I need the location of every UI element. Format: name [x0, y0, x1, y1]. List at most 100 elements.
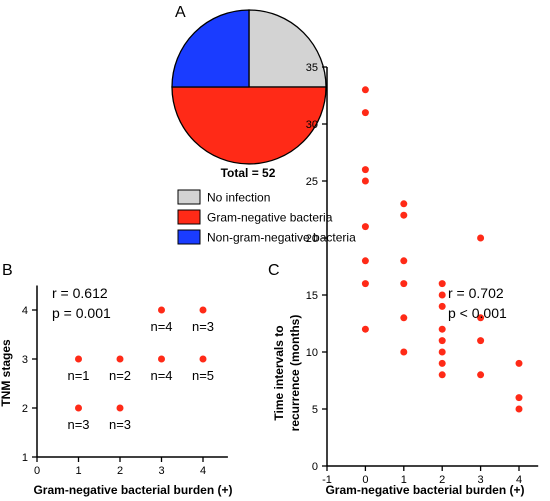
data-point-label: n=2: [109, 368, 131, 383]
y-tick-label: 25: [306, 176, 318, 188]
y-tick-label: 20: [306, 233, 318, 245]
data-point-label: n=4: [150, 319, 172, 334]
data-point: [438, 371, 446, 379]
data-point: [116, 404, 124, 412]
pie-total-label: Total = 52: [221, 166, 276, 180]
x-tick-label: 2: [117, 465, 123, 477]
pie-legend: No infection Gram-negative bacteria Non-gr…: [177, 189, 356, 245]
data-point: [75, 355, 82, 363]
data-point: [438, 280, 446, 288]
data-point: [158, 355, 165, 363]
data-point: [199, 355, 207, 363]
x-tick-label: 4: [200, 465, 206, 477]
data-point: [438, 325, 446, 333]
y-tick-label: 0: [312, 461, 318, 473]
data-point: [361, 325, 369, 333]
data-point: [361, 280, 369, 288]
x-tick-label: 3: [478, 474, 484, 486]
legend-label: No infection: [207, 191, 270, 205]
data-point: [477, 371, 485, 379]
x-tick-label: 0: [362, 474, 368, 486]
data-point: [361, 223, 369, 231]
data-point: [199, 306, 207, 314]
x-tick-label: -1: [322, 474, 332, 486]
legend-swatch: [177, 229, 201, 245]
x-tick-label: 2: [439, 474, 445, 486]
data-point: [400, 211, 408, 219]
x-tick-label: 4: [516, 474, 522, 486]
data-point-label: n=3: [67, 417, 89, 432]
panel-c-axes: -1 0 1 2 3 4 0 5 10 15 20 25 30 35: [306, 62, 539, 486]
panel-a: A Total = 52 No infection Gram-negative b…: [171, 4, 356, 245]
data-point: [477, 314, 485, 322]
data-point: [515, 394, 523, 402]
data-point-label: n=3: [192, 319, 214, 334]
data-point: [361, 109, 369, 117]
legend-label: Gram-negative bacteria: [207, 211, 333, 225]
data-point: [116, 355, 124, 363]
data-point: [400, 348, 408, 356]
x-tick-label: 3: [158, 465, 164, 477]
data-point: [75, 404, 82, 412]
data-point: [361, 86, 369, 94]
pie-slice: [171, 9, 250, 88]
stat-text: p < 0.001: [448, 305, 507, 321]
pie-slice: [248, 9, 327, 88]
panel-c-points: [361, 86, 523, 413]
panel-c-y-axis-title-line1: Time intervals to: [272, 325, 286, 420]
data-point: [438, 337, 446, 345]
panel-c: C Time intervals to recurrence (months) …: [268, 62, 539, 497]
data-point-label: n=5: [192, 368, 214, 383]
panel-a-label: A: [175, 4, 186, 21]
y-tick-label: 5: [312, 404, 318, 416]
panel-c-x-axis-title: Gram-negative bacterial burden (+): [325, 483, 524, 497]
y-tick-label: 2: [22, 403, 28, 415]
data-point: [438, 302, 446, 310]
legend-swatch: [177, 209, 201, 225]
panel-b-x-axis-title: Gram-negative bacterial burden (+): [33, 483, 232, 497]
pie-slice: [171, 86, 327, 165]
y-tick-label: 30: [306, 119, 318, 131]
legend-label: Non-gram-negative bacteria: [207, 231, 356, 245]
data-point: [361, 257, 369, 265]
data-point: [477, 234, 485, 242]
y-tick-label: 35: [306, 62, 318, 74]
data-point: [438, 359, 446, 367]
stat-text: r = 0.612: [52, 285, 108, 301]
data-point: [438, 291, 446, 299]
data-point: [477, 337, 485, 345]
data-point-label: n=1: [67, 368, 89, 383]
data-point: [400, 257, 408, 265]
data-point: [158, 306, 165, 314]
y-tick-label: 10: [306, 347, 318, 359]
data-point: [515, 405, 523, 413]
panel-b: B TNM stages Gram-negative bacterial bur…: [0, 262, 233, 497]
data-point: [400, 314, 408, 322]
panel-b-stats: r = 0.612 p = 0.001: [52, 285, 111, 321]
y-tick-label: 1: [22, 452, 28, 464]
stat-text: p = 0.001: [52, 305, 111, 321]
stat-text: r = 0.702: [448, 285, 504, 301]
legend-swatch: [177, 189, 201, 205]
data-point: [400, 200, 408, 208]
y-tick-label: 4: [22, 305, 28, 317]
pie-slices: [171, 9, 327, 165]
panel-b-label: B: [2, 262, 13, 279]
data-point: [361, 177, 369, 185]
data-point: [400, 280, 408, 288]
y-tick-label: 15: [306, 290, 318, 302]
x-tick-label: 0: [34, 465, 40, 477]
y-tick-label: 3: [22, 354, 28, 366]
x-tick-label: 1: [75, 465, 81, 477]
data-point: [361, 166, 369, 174]
panel-c-stats: r = 0.702 p < 0.001: [448, 285, 507, 321]
data-point-label: n=4: [150, 368, 172, 383]
x-tick-label: 1: [401, 474, 407, 486]
data-point-label: n=3: [109, 417, 131, 432]
panel-b-points: n=1 n=3 n=2 n=3 n=4 n=4 n=3 n=5: [67, 306, 214, 432]
panel-c-label: C: [268, 262, 280, 279]
data-point: [438, 348, 446, 356]
data-point: [515, 359, 523, 367]
